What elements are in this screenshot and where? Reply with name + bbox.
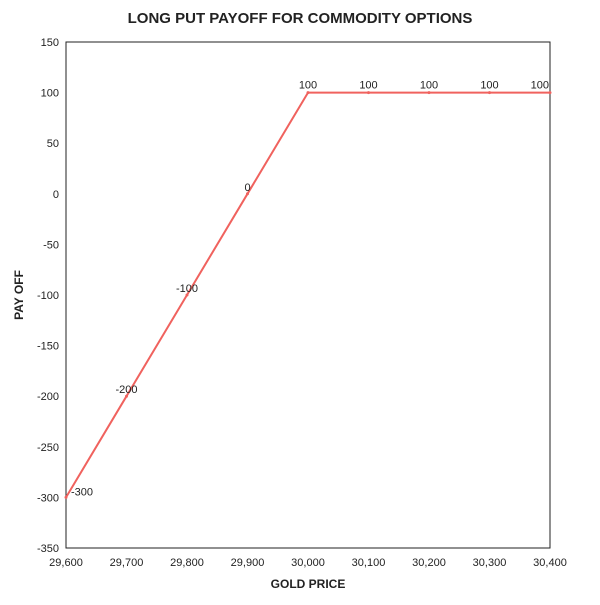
- x-tick-label: 30,400: [533, 557, 567, 569]
- x-tick-label: 29,900: [231, 557, 265, 569]
- data-point: [185, 293, 189, 297]
- y-tick-label: 0: [53, 189, 59, 201]
- data-point: [427, 91, 431, 95]
- data-label: 100: [299, 80, 317, 92]
- plot-area-frame: [65, 41, 551, 549]
- series-layer: [64, 91, 552, 499]
- chart-title: LONG PUT PAYOFF FOR COMMODITY OPTIONS: [128, 10, 473, 27]
- data-point: [64, 495, 68, 499]
- data-label: 100: [531, 80, 549, 92]
- data-point: [306, 91, 310, 95]
- data-point: [488, 91, 491, 95]
- y-tick-label: -50: [43, 239, 59, 251]
- x-axis-title: GOLD PRICE: [271, 577, 346, 591]
- x-tick-label: 29,700: [110, 557, 144, 569]
- y-tick-label: 50: [47, 138, 59, 150]
- x-axis-ticks: 29,600 29,700 29,800 29,900 30,000 30,100 30,2…: [49, 557, 567, 569]
- data-label: -100: [176, 283, 198, 295]
- y-axis-title: PAY OFF: [12, 270, 26, 320]
- x-tick-label: 30,300: [473, 557, 507, 569]
- x-tick-label: 30,100: [352, 557, 386, 569]
- x-tick-label: 30,000: [291, 557, 325, 569]
- y-tick-label: 100: [41, 88, 59, 100]
- data-point: [367, 91, 370, 95]
- y-tick-label: -300: [37, 492, 59, 504]
- data-point: [125, 394, 128, 398]
- y-tick-label: -250: [37, 442, 59, 454]
- data-label: 100: [359, 80, 377, 92]
- x-tick-label: 30,200: [412, 557, 446, 569]
- y-tick-label: -200: [37, 391, 59, 403]
- data-label: -200: [115, 384, 137, 396]
- y-tick-label: -150: [37, 341, 59, 353]
- y-tick-label: -350: [37, 543, 59, 555]
- data-label: 100: [480, 80, 498, 92]
- y-tick-label: 150: [41, 37, 59, 49]
- y-tick-label: -100: [37, 290, 59, 302]
- data-point: [548, 91, 552, 95]
- data-label: 0: [244, 182, 250, 194]
- x-tick-label: 29,800: [170, 557, 204, 569]
- data-point: [246, 192, 249, 196]
- x-tick-label: 29,600: [49, 557, 83, 569]
- payoff-series-line: [65, 91, 550, 498]
- data-labels: -300 -200 -100 0 100 100 100 100 100: [71, 80, 549, 499]
- y-axis-ticks: 150 100 50 0 -50 -100 -150 -200 -250 -300 -350: [37, 37, 59, 555]
- data-label: -300: [71, 486, 93, 498]
- data-label: 100: [420, 80, 438, 92]
